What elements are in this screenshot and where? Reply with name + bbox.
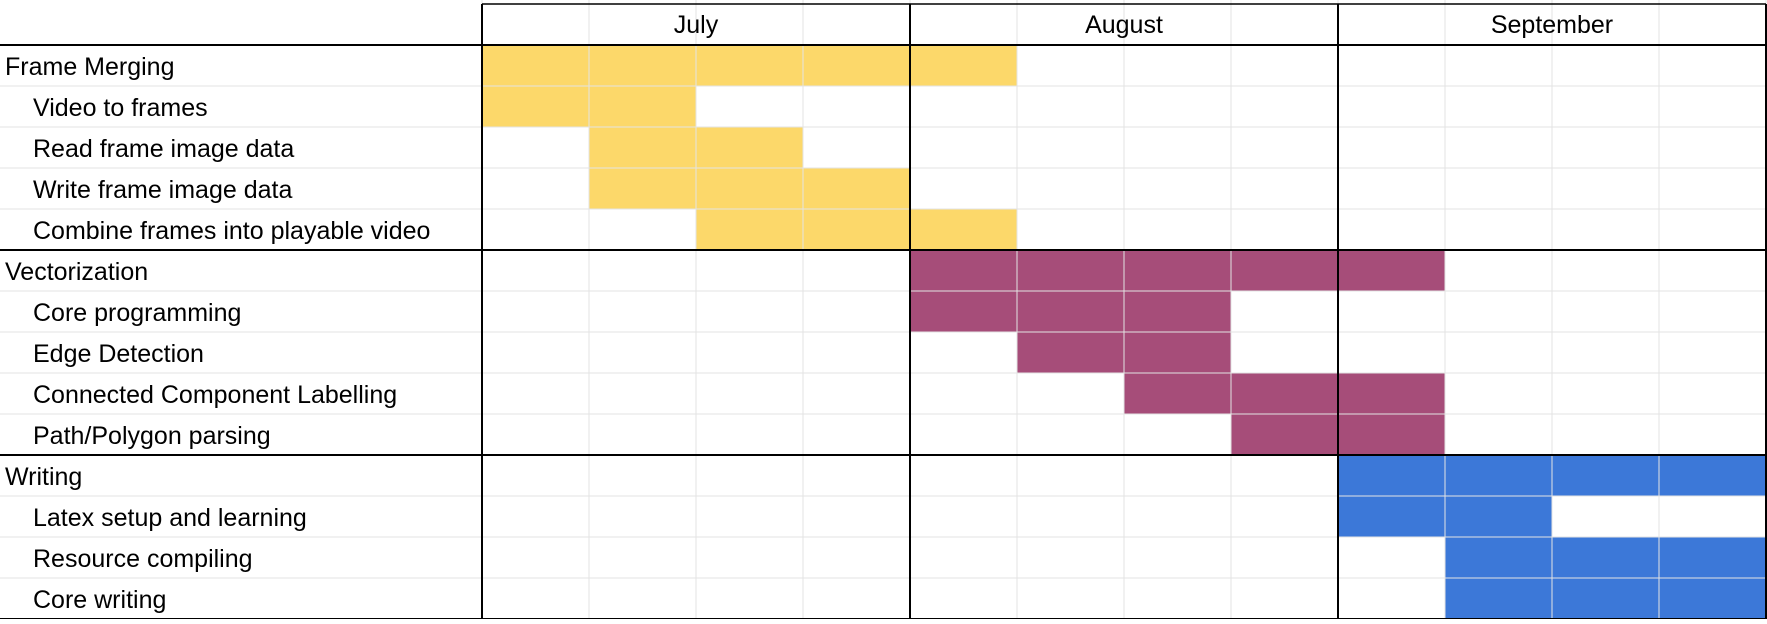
task-label: Combine frames into playable video bbox=[33, 217, 430, 245]
month-label: August bbox=[1085, 11, 1163, 39]
task-label: Edge Detection bbox=[33, 340, 204, 368]
gantt-bar bbox=[696, 209, 1017, 250]
group-label: Writing bbox=[5, 463, 82, 491]
gantt-bar bbox=[1124, 373, 1445, 414]
task-label: Read frame image data bbox=[33, 135, 294, 163]
task-label: Latex setup and learning bbox=[33, 504, 307, 532]
gantt-bar bbox=[910, 291, 1231, 332]
task-label: Path/Polygon parsing bbox=[33, 422, 271, 450]
gantt-bar bbox=[1445, 537, 1766, 578]
gantt-bar bbox=[910, 250, 1445, 291]
task-label: Core writing bbox=[33, 586, 166, 614]
gantt-bar bbox=[589, 168, 910, 209]
month-label: July bbox=[674, 11, 719, 39]
gantt-bar bbox=[1445, 578, 1766, 619]
group-label: Vectorization bbox=[5, 258, 148, 286]
task-label: Core programming bbox=[33, 299, 241, 327]
group-label: Frame Merging bbox=[5, 53, 175, 81]
month-label: September bbox=[1491, 11, 1613, 39]
gantt-bar bbox=[482, 45, 1017, 86]
task-label: Write frame image data bbox=[33, 176, 292, 204]
task-label: Video to frames bbox=[33, 94, 208, 122]
task-label: Connected Component Labelling bbox=[33, 381, 397, 409]
task-label: Resource compiling bbox=[33, 545, 253, 573]
